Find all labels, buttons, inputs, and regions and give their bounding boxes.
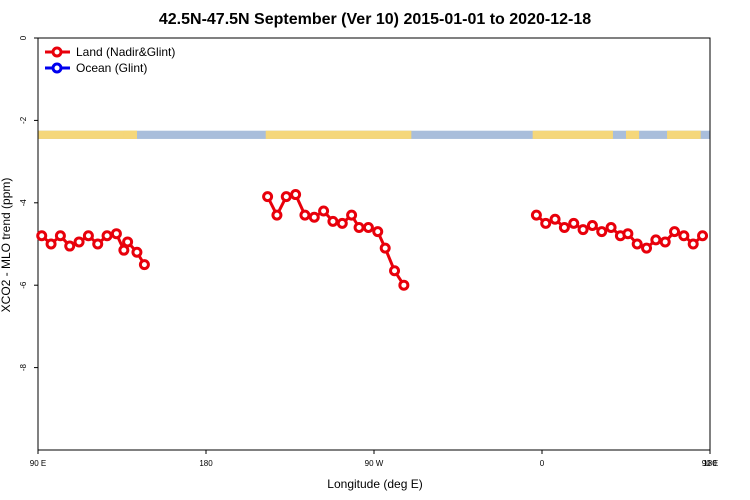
series-0-point-3-11	[631, 238, 643, 250]
series-0-point-3-15	[669, 226, 681, 238]
series-0-point-2-4	[299, 209, 311, 221]
series-0-point-3-6	[586, 219, 598, 231]
plot-area	[37, 37, 711, 451]
series-0-point-2-14	[389, 265, 401, 277]
series-0-point-0-1	[45, 238, 57, 250]
series-0-point-3-4	[568, 217, 580, 229]
series-0-point-0-5	[82, 230, 94, 242]
y-tick-label-1: -2	[19, 116, 28, 124]
series-0-point-2-7	[327, 215, 339, 227]
y-axis: 0 -2 -4 -6 -8	[19, 35, 38, 371]
x-tick-label-0: 90 E	[30, 459, 46, 468]
legend-ocean-label: Ocean (Glint)	[76, 61, 147, 75]
series-0-point-0-4	[73, 236, 85, 248]
series-0-point-3-10	[622, 228, 634, 240]
series-0-point-2-10	[353, 222, 365, 234]
series-0-point-0-3	[64, 240, 76, 252]
legend-land-marker	[51, 46, 63, 58]
series-0-point-2-0	[262, 191, 274, 203]
series-0-point-3-8	[605, 222, 617, 234]
y-tick-label-2: -4	[19, 199, 28, 207]
series-0-point-2-2	[280, 191, 292, 203]
y-tick-label-4: -8	[19, 363, 28, 371]
series-0-point-3-5	[577, 224, 589, 236]
series-0-point-0-7	[101, 230, 113, 242]
plot-border	[37, 37, 711, 451]
series-0-point-0-0	[36, 230, 48, 242]
x-tick-label-3: 0	[540, 459, 545, 468]
series-0-point-3-16	[678, 230, 690, 242]
chart-title: 42.5N-47.5N September (Ver 10) 2015-01-0…	[159, 11, 591, 28]
series-0-point-2-8	[336, 217, 348, 229]
y-tick-label-0: 0	[19, 35, 28, 40]
series-0-point-1-1	[131, 246, 143, 258]
series-0-point-1-2	[138, 259, 150, 271]
series-0-point-2-11	[362, 222, 374, 234]
land-ocean-strip	[38, 130, 710, 139]
series-0-point-0-2	[54, 230, 66, 242]
series-0-point-0-6	[92, 238, 104, 250]
x-tick-label-4: 90 E	[702, 459, 718, 468]
series-layer	[36, 189, 709, 291]
series-0-point-1-0	[122, 236, 134, 248]
series-0-point-3-17	[687, 238, 699, 250]
series-0-point-3-3	[558, 222, 570, 234]
series-0-point-0-8	[110, 228, 122, 240]
series-0-point-2-15	[398, 279, 410, 291]
series-0-point-2-1	[271, 209, 283, 221]
series-0-point-3-14	[659, 236, 671, 248]
land-band-5	[667, 130, 701, 139]
x-tick-label-1: 180	[199, 459, 213, 468]
series-0-point-0-9	[118, 244, 130, 256]
series-0-point-3-1	[540, 217, 552, 229]
land-band-1	[123, 130, 137, 139]
series-0-point-3-0	[530, 209, 542, 221]
land-band-3	[532, 130, 613, 139]
series-0-point-3-12	[641, 242, 653, 254]
series-0-point-3-2	[549, 213, 561, 225]
series-0-point-2-3	[290, 189, 302, 201]
legend: Land (Nadir&Glint) Ocean (Glint)	[45, 45, 175, 75]
y-tick-label-3: -6	[19, 281, 28, 289]
series-0-line-2	[266, 193, 406, 287]
x-axis-label: Longitude (deg E)	[327, 477, 422, 491]
series-0-point-2-5	[308, 211, 320, 223]
land-band-0	[38, 130, 137, 139]
series-0-point-2-9	[346, 209, 358, 221]
x-tick-label-2: 90 W	[365, 459, 384, 468]
y-axis-label: XCO2 - MLO trend (ppm)	[0, 178, 13, 313]
x-tick-extra-label-0: 180	[703, 459, 717, 468]
land-band-4	[626, 130, 640, 139]
series-0	[36, 189, 709, 291]
series-0-point-2-12	[372, 226, 384, 238]
land-band-2	[265, 130, 412, 139]
series-0-point-2-6	[318, 205, 330, 217]
series-0-point-3-13	[650, 234, 662, 246]
legend-land-label: Land (Nadir&Glint)	[76, 45, 175, 59]
series-0-point-3-18	[697, 230, 709, 242]
series-0-point-2-13	[379, 242, 391, 254]
series-0-point-3-7	[596, 226, 608, 238]
legend-ocean-marker	[51, 62, 63, 74]
